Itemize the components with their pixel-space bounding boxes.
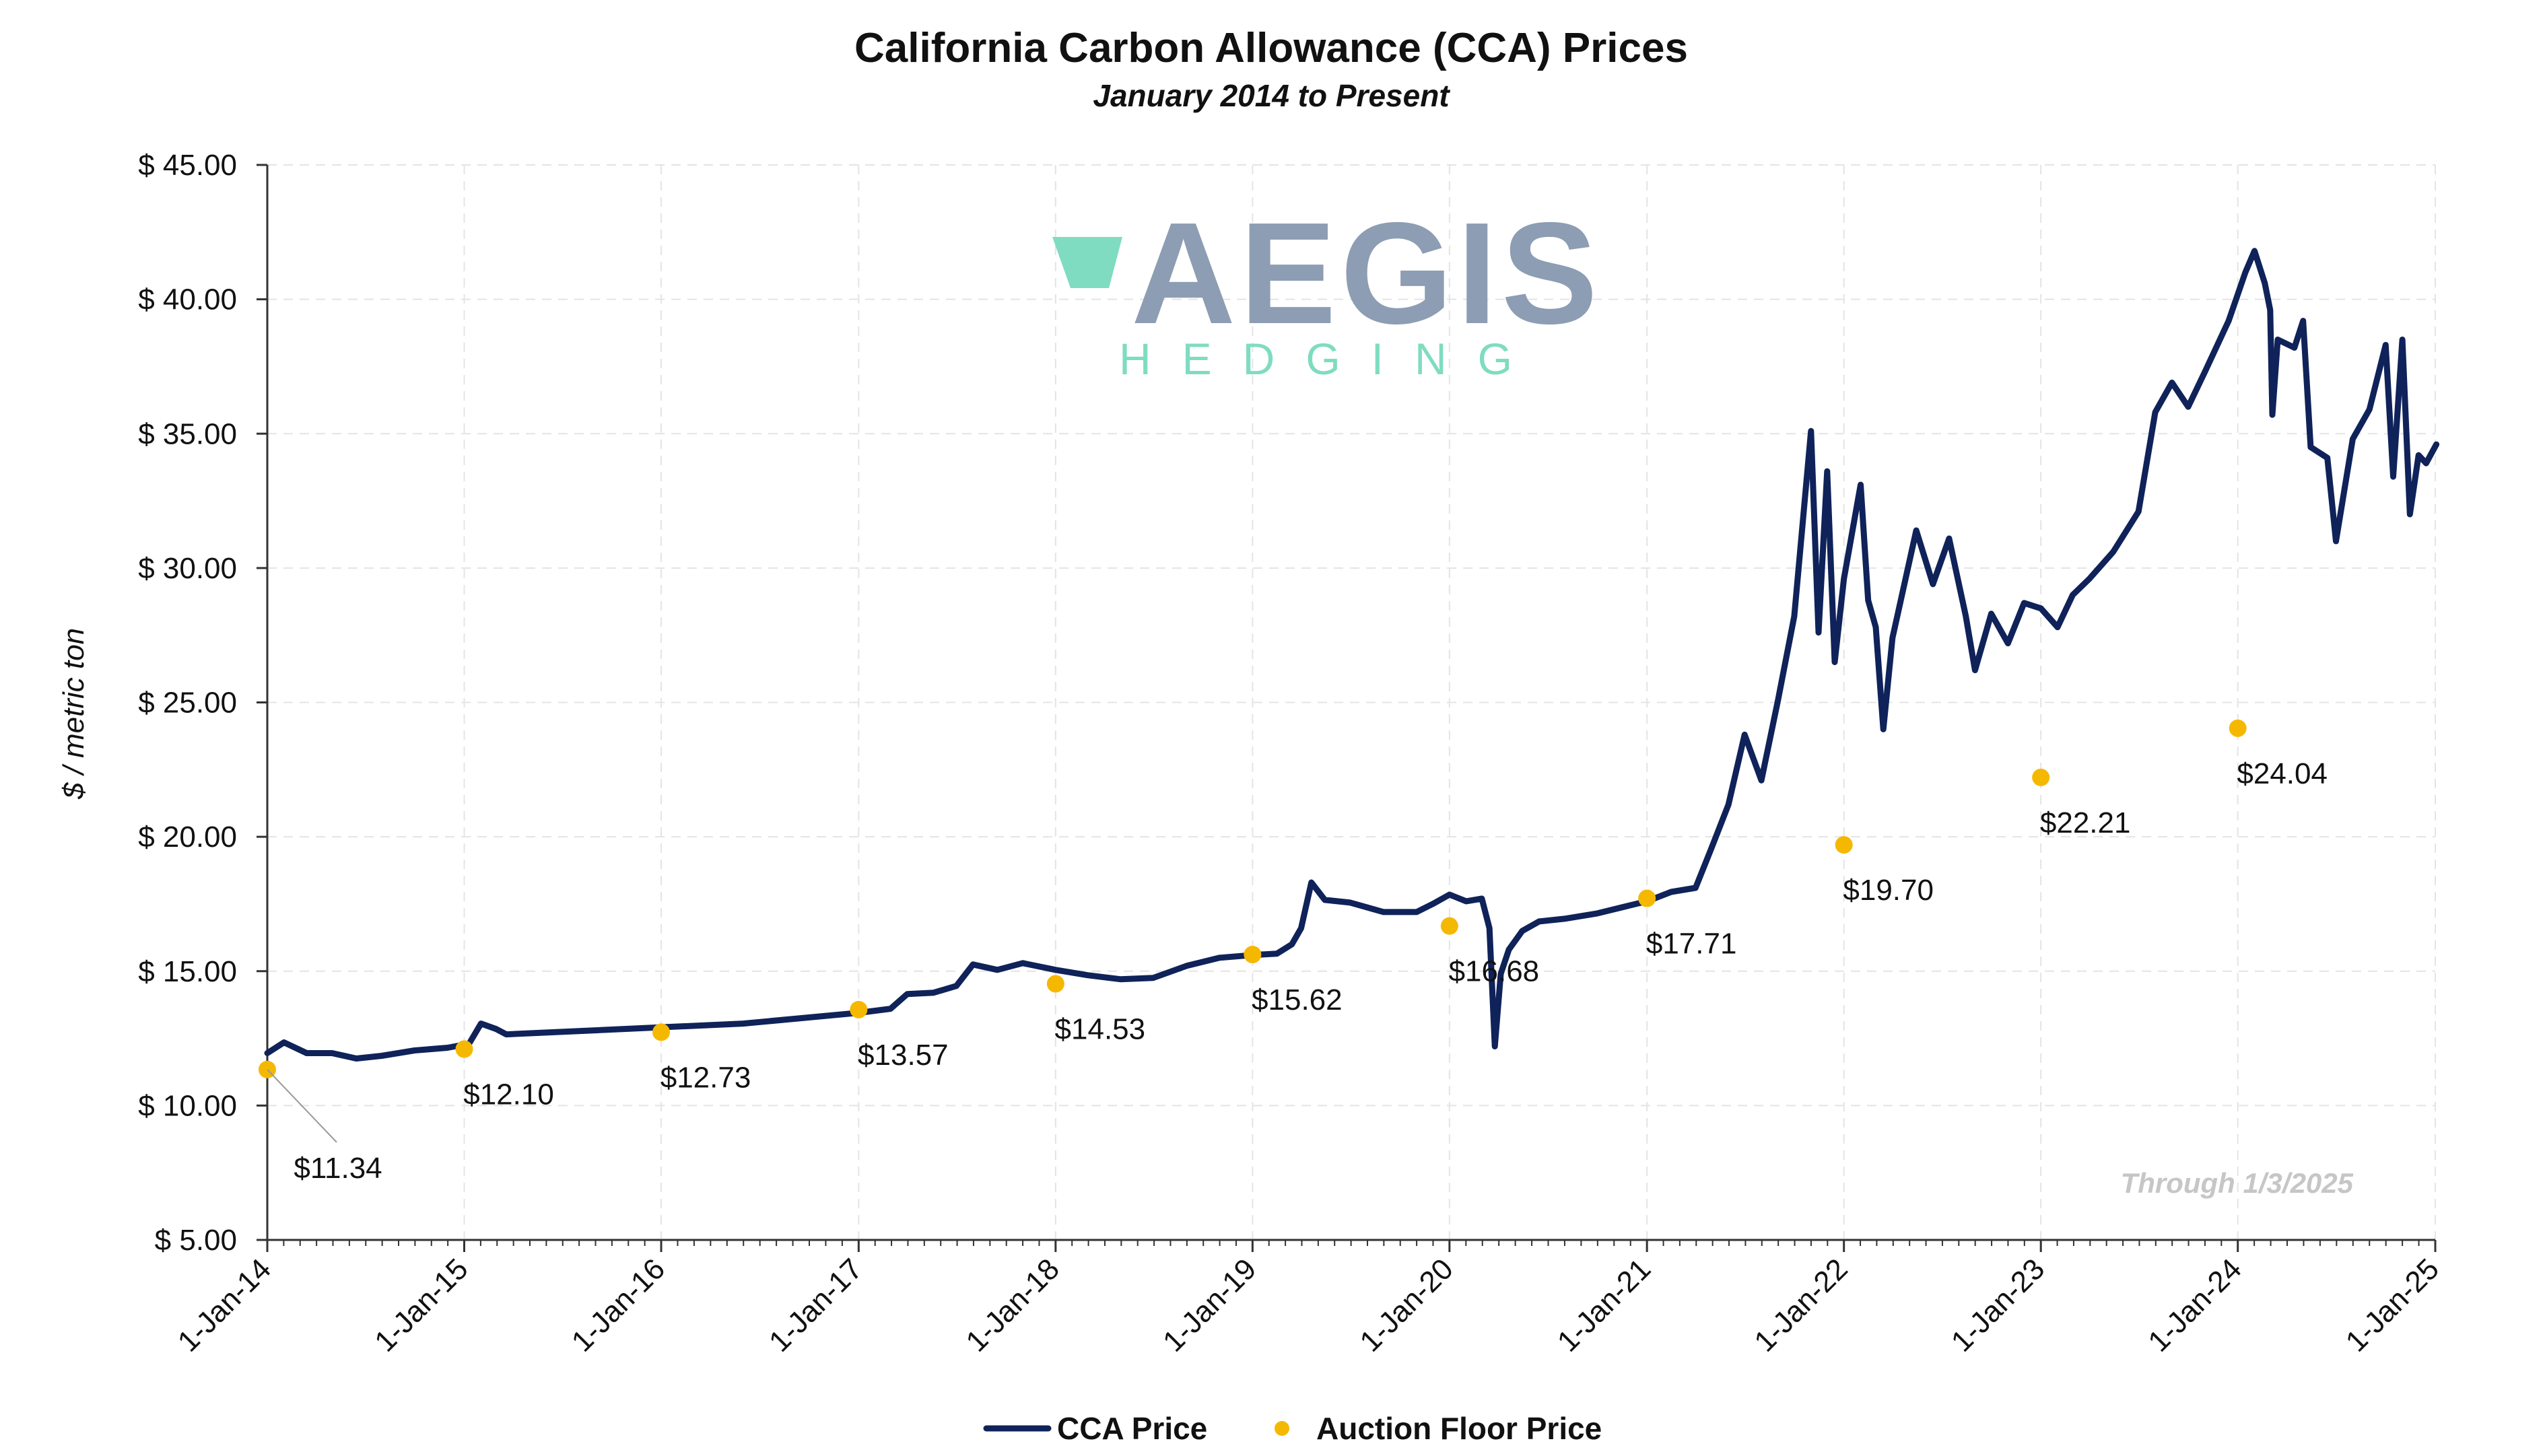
y-tick-label: $ 25.00 [138, 687, 237, 720]
x-tick-labels: 1-Jan-14 1-Jan-15 1-Jan-16 1-Jan-17 1-Jan-18… [172, 1252, 2445, 1358]
x-tick-label: 1-Jan-24 [2142, 1252, 2247, 1358]
through-date-note: Through 1/3/2025 [2121, 1167, 2354, 1199]
x-tick-label: 1-Jan-19 [1157, 1252, 1262, 1358]
y-tick-label: $ 10.00 [138, 1089, 237, 1122]
chart-subtitle: January 2014 to Present [1093, 78, 1450, 113]
x-tick-label: 1-Jan-15 [368, 1252, 474, 1358]
data-labels: $11.34 $12.10 $12.73 $13.57 $14.53 $15.62 $16.… [267, 757, 2328, 1185]
x-tick-label: 1-Jan-17 [763, 1252, 869, 1358]
y-tick-label: $ 30.00 [138, 552, 237, 585]
y-tick-labels: $ 5.00 $ 10.00 $ 15.00 $ 20.00 $ 25.00 $ 30.0… [138, 149, 237, 1257]
chart-title: California Carbon Allowance (CCA) Prices [854, 25, 1688, 71]
y-tick-label: $ 15.00 [138, 955, 237, 988]
data-label: $19.70 [1843, 874, 1934, 907]
aegis-hedging-logo: AEGIS HEDGING [1052, 192, 1602, 384]
x-tick-label: 1-Jan-20 [1353, 1252, 1459, 1358]
grid [267, 164, 2436, 1240]
auction-floor-point [1835, 836, 1853, 854]
x-tick-label: 1-Jan-14 [172, 1252, 277, 1358]
x-tick-label: 1-Jan-22 [1748, 1252, 1854, 1358]
aegis-logo-mark-icon [1052, 237, 1122, 288]
auction-floor-point [2229, 719, 2247, 737]
axes [257, 164, 2437, 1252]
x-tick-label: 1-Jan-21 [1551, 1252, 1657, 1358]
series [264, 248, 2440, 1062]
y-tick-label: $ 45.00 [138, 149, 237, 182]
data-label: $24.04 [2237, 757, 2328, 790]
auction-floor-point [455, 1040, 473, 1058]
data-label: $15.62 [1252, 983, 1343, 1016]
logo-sub-text: HEDGING [1119, 334, 1543, 384]
y-tick-label: $ 40.00 [138, 283, 237, 316]
data-label: $16.68 [1449, 955, 1540, 988]
y-axis-label: $ / metric ton [57, 628, 90, 800]
data-label-leader-line [267, 1069, 337, 1143]
data-label: $13.57 [858, 1039, 949, 1072]
y-tick-label: $ 5.00 [155, 1224, 237, 1257]
data-label: $12.10 [463, 1078, 554, 1111]
legend: CCA Price Auction Floor Price [983, 1411, 1602, 1446]
y-tick-label: $ 20.00 [138, 821, 237, 854]
auction-floor-point [1440, 917, 1458, 935]
data-label: $14.53 [1055, 1013, 1146, 1046]
logo-main-text: AEGIS [1131, 192, 1602, 354]
legend-auction-floor-label: Auction Floor Price [1316, 1411, 1602, 1446]
auction-floor-point [1244, 945, 1262, 963]
auction-floor-point [652, 1023, 671, 1041]
data-label: $11.34 [294, 1152, 382, 1185]
auction-floor-point [1046, 975, 1064, 993]
x-tick-label: 1-Jan-16 [566, 1252, 671, 1358]
data-label: $12.73 [660, 1061, 751, 1094]
x-tick-label: 1-Jan-25 [2340, 1252, 2445, 1358]
data-label: $22.21 [2040, 806, 2131, 839]
legend-cca-price-label: CCA Price [1057, 1411, 1207, 1446]
auction-floor-point [1638, 889, 1656, 907]
auction-floor-point [850, 1000, 868, 1018]
legend-dot-swatch [1275, 1421, 1289, 1436]
cca-price-line [264, 248, 2440, 1062]
x-tick-label: 1-Jan-23 [1945, 1252, 2051, 1358]
y-tick-label: $ 35.00 [138, 417, 237, 450]
auction-floor-point [2032, 768, 2050, 786]
data-label: $17.71 [1646, 928, 1737, 961]
x-tick-label: 1-Jan-18 [959, 1252, 1065, 1358]
